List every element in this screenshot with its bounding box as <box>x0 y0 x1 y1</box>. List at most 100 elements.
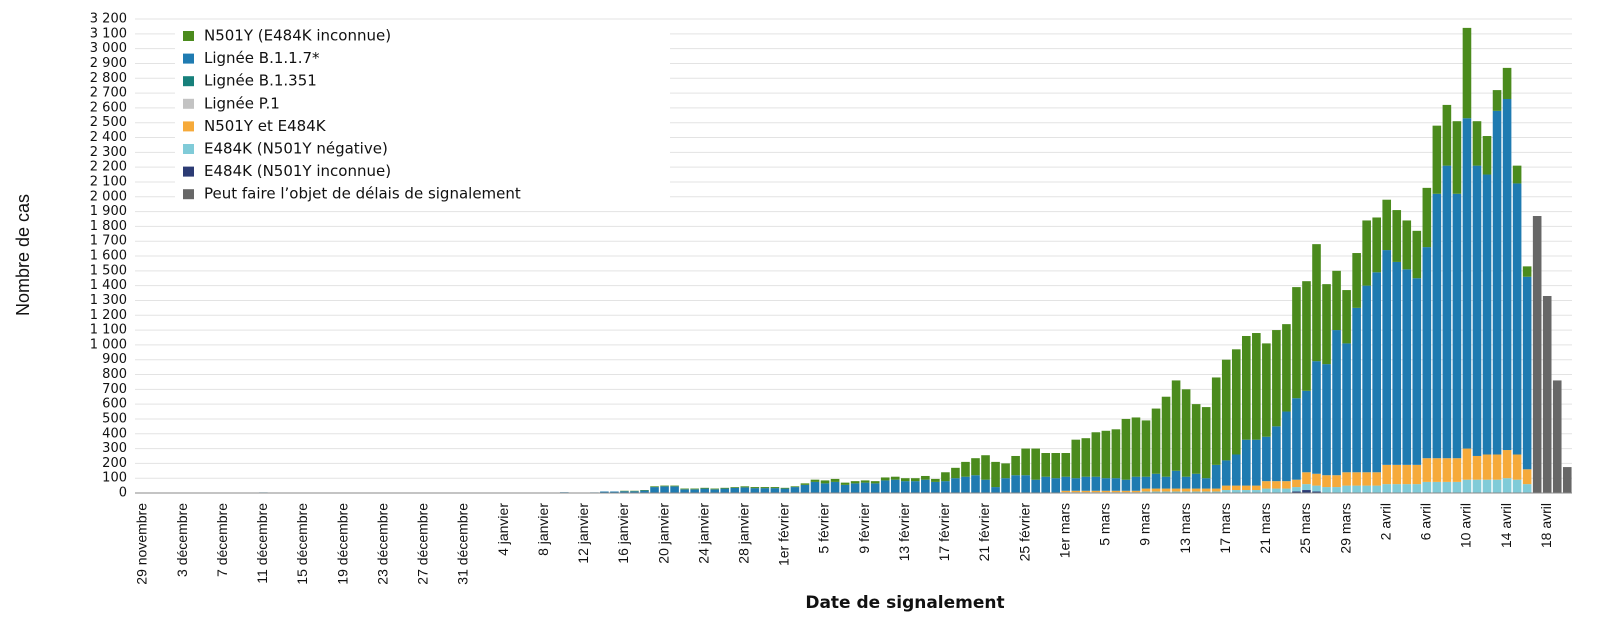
x-tick-label: 13 février <box>896 503 912 562</box>
bar-segment <box>620 491 629 493</box>
bar-segment <box>941 481 950 493</box>
bar-segment <box>1201 491 1211 493</box>
bar-segment <box>1141 420 1151 477</box>
bar-segment <box>1392 484 1402 493</box>
x-tick-label: 13 mars <box>1177 503 1193 554</box>
bar-segment <box>1422 247 1432 459</box>
bar-segment <box>1211 464 1221 489</box>
bar-segment <box>1171 491 1181 493</box>
bar-segment <box>941 472 950 482</box>
bar-segment <box>1161 488 1171 492</box>
x-tick-label: 17 mars <box>1217 503 1233 554</box>
bar-segment <box>1402 484 1412 493</box>
bar-segment <box>1041 476 1050 493</box>
bar-segment <box>730 487 740 493</box>
bar-segment <box>1231 485 1241 491</box>
bar-segment <box>1402 220 1412 270</box>
bar-segment <box>770 488 780 493</box>
bar-segment <box>1272 426 1281 482</box>
bar-segment <box>1562 467 1572 493</box>
bar-segment <box>1362 285 1371 473</box>
bar-segment <box>1382 199 1392 251</box>
bar-segment <box>1272 488 1281 493</box>
bar-segment <box>1081 476 1091 491</box>
bar-segment <box>1081 438 1091 477</box>
bar-segment <box>1422 481 1432 493</box>
bar-segment <box>1021 448 1030 476</box>
x-tick-label: 15 décembre <box>294 503 310 585</box>
bar-segment <box>1522 469 1532 485</box>
x-tick-label: 28 janvier <box>736 503 752 564</box>
bar-segment <box>1252 333 1261 440</box>
bar-segment <box>1272 330 1281 427</box>
x-tick-label: 3 décembre <box>174 503 190 577</box>
y-tick-label: 1 100 <box>90 323 127 338</box>
bar-segment <box>1512 454 1522 480</box>
x-tick-label: 12 janvier <box>575 503 591 564</box>
bar-segment <box>1161 476 1171 489</box>
y-tick-label: 1 600 <box>90 249 127 264</box>
legend-label: E484K (N501Y négative) <box>204 140 388 158</box>
bar-segment <box>800 483 810 485</box>
bar-segment <box>911 478 920 482</box>
bar-segment <box>1091 432 1101 477</box>
bar-segment <box>1221 490 1231 493</box>
y-tick-label: 1 200 <box>90 308 127 323</box>
bar-segment <box>1362 485 1371 493</box>
legend-swatch <box>183 166 194 177</box>
bar-segment <box>760 488 770 493</box>
bar-segment <box>750 487 760 489</box>
bar-segment <box>1472 121 1482 166</box>
bar-segment <box>690 489 699 493</box>
bar-segment <box>1242 485 1251 491</box>
x-tick-label: 10 avril <box>1458 503 1474 548</box>
bar-segment <box>1051 453 1061 479</box>
bar-segment <box>890 479 900 493</box>
bar-segment <box>1181 476 1191 489</box>
bar-segment <box>1081 490 1091 493</box>
bar-segment <box>1091 476 1101 491</box>
bar-segment <box>1131 490 1141 493</box>
bar-segment <box>1151 408 1161 474</box>
bar-segment <box>1292 479 1301 488</box>
bar-segment <box>1302 490 1311 493</box>
bar-segment <box>1282 411 1291 482</box>
bar-segment <box>780 487 790 489</box>
bar-segment <box>1512 479 1522 493</box>
bar-segment <box>961 461 970 477</box>
bar-segment <box>1442 481 1452 493</box>
x-tick-label: 24 janvier <box>695 503 711 564</box>
y-tick-label: 1 300 <box>90 293 127 308</box>
bar-segment <box>1422 187 1432 248</box>
bar-segment <box>1492 110 1502 455</box>
x-tick-label: 21 février <box>976 503 992 562</box>
y-tick-label: 2 800 <box>90 71 127 86</box>
x-tick-label: 4 janvier <box>495 503 511 556</box>
bar-segment <box>680 489 689 493</box>
bar-segment <box>1412 484 1422 493</box>
legend-label: Peut faire l’objet de délais de signalem… <box>204 185 521 203</box>
bar-segment <box>680 488 689 490</box>
bar-segment <box>1161 396 1171 477</box>
bar-segment <box>1422 458 1432 482</box>
bar-segment <box>1221 485 1231 491</box>
bar-segment <box>1552 380 1562 493</box>
bar-segment <box>1272 481 1281 489</box>
bar-segment <box>1151 488 1161 492</box>
bar-segment <box>1121 479 1131 491</box>
bar-segment <box>1392 261 1402 465</box>
bar-segment <box>1101 430 1111 479</box>
bar-segment <box>1442 104 1452 166</box>
bar-segment <box>1242 490 1251 493</box>
bar-segment <box>1191 491 1201 493</box>
bar-segment <box>600 491 609 493</box>
bar-segment <box>1262 343 1271 437</box>
bar-segment <box>1452 481 1462 493</box>
bar-segment <box>1482 174 1492 455</box>
bar-segment <box>1462 27 1472 119</box>
bar-segment <box>1252 439 1261 486</box>
bar-segment <box>1242 335 1251 440</box>
bar-segment <box>1031 479 1040 493</box>
bar-segment <box>1472 455 1482 480</box>
